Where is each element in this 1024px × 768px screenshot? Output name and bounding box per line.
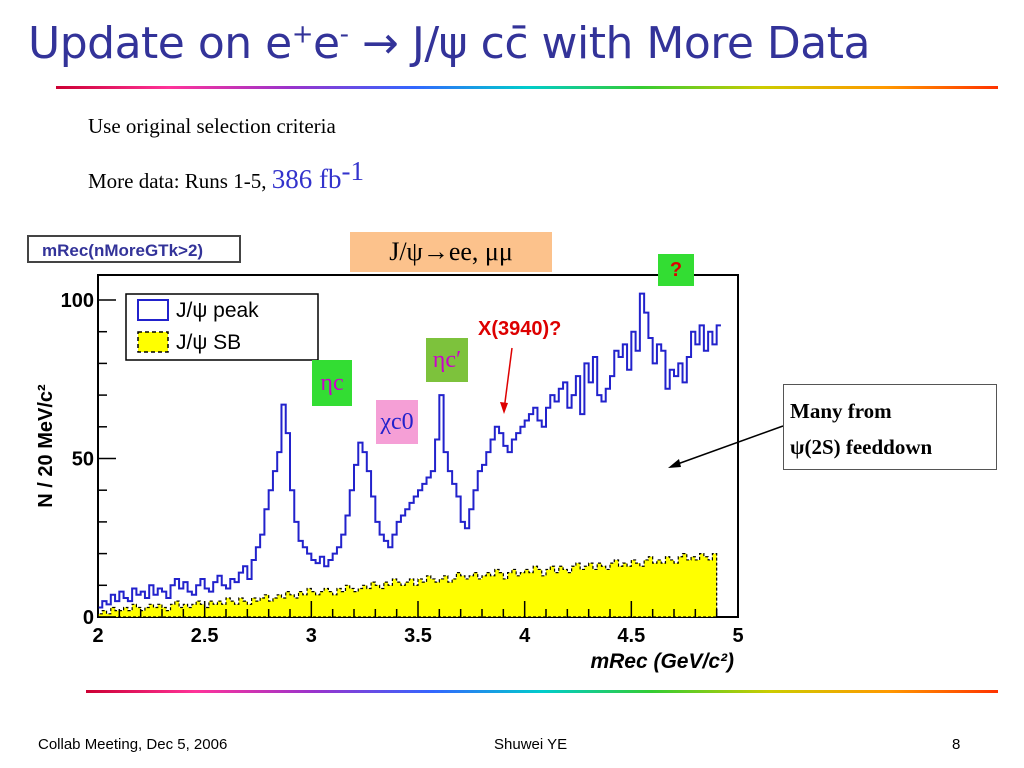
tick-label: 2 (92, 625, 103, 647)
feeddown-arrow (671, 425, 784, 467)
bottom-rainbow-divider (86, 690, 998, 693)
tick-label: 4.5 (617, 625, 645, 647)
decay-mode-box: J/ψ→ee, μμ (350, 232, 552, 272)
question-box: ? (658, 254, 694, 286)
etac-prime-box: ηc′ (426, 338, 468, 382)
chic0-box: χc0 (376, 400, 418, 444)
x3940-label: X(3940)? (478, 318, 562, 340)
data-text: More data: Runs 1-5, 386 fb-1 (88, 156, 364, 194)
tick-label: 4 (519, 625, 531, 647)
tick-label: 50 (72, 449, 94, 471)
x-axis-title: mRec (GeV/c²) (590, 650, 734, 673)
slide-title: Update on e+e- → J/ψ cc̄ with More Data (28, 18, 870, 69)
luminosity-value: 386 fb (271, 164, 342, 194)
tick-label: 2.5 (191, 625, 219, 647)
peak-histogram (98, 292, 721, 609)
x3940-arrow (503, 347, 513, 411)
tick-label: 0 (83, 607, 94, 629)
arrow-icon: → (361, 18, 399, 69)
tick-label: 100 (61, 290, 94, 312)
feeddown-arrowhead (668, 459, 681, 468)
plot-header-text: mRec(nMoreGTk>2) (42, 241, 203, 260)
y-axis-title: N / 20 MeV/c² (35, 384, 57, 508)
selection-text: Use original selection criteria (88, 114, 336, 138)
feeddown-note-line2: ψ(2S) feeddown (790, 435, 933, 459)
tick-label: 5 (732, 625, 743, 647)
legend-sb-swatch (137, 331, 169, 353)
tick-label: 3 (306, 625, 317, 647)
feeddown-note-line1: Many from (790, 399, 892, 423)
legend-peak-label: J/ψ peak (176, 299, 259, 322)
legend-sb-label: J/ψ SB (176, 331, 241, 354)
feeddown-note: Many from ψ(2S) feeddown (783, 384, 997, 470)
plot-header-box (27, 235, 241, 263)
footer-left: Collab Meeting, Dec 5, 2006 (38, 736, 228, 753)
legend-peak-swatch (137, 299, 169, 321)
footer-center: Shuwei YE (494, 736, 568, 753)
peak-series (98, 292, 721, 609)
top-rainbow-divider (56, 86, 998, 89)
tick-label: 3.5 (404, 625, 432, 647)
etac-box: ηc (312, 360, 352, 406)
x3940-arrowhead (500, 402, 508, 414)
footer-page-number: 8 (952, 736, 961, 753)
sb-series (97, 553, 718, 618)
sb-histogram (97, 553, 718, 618)
